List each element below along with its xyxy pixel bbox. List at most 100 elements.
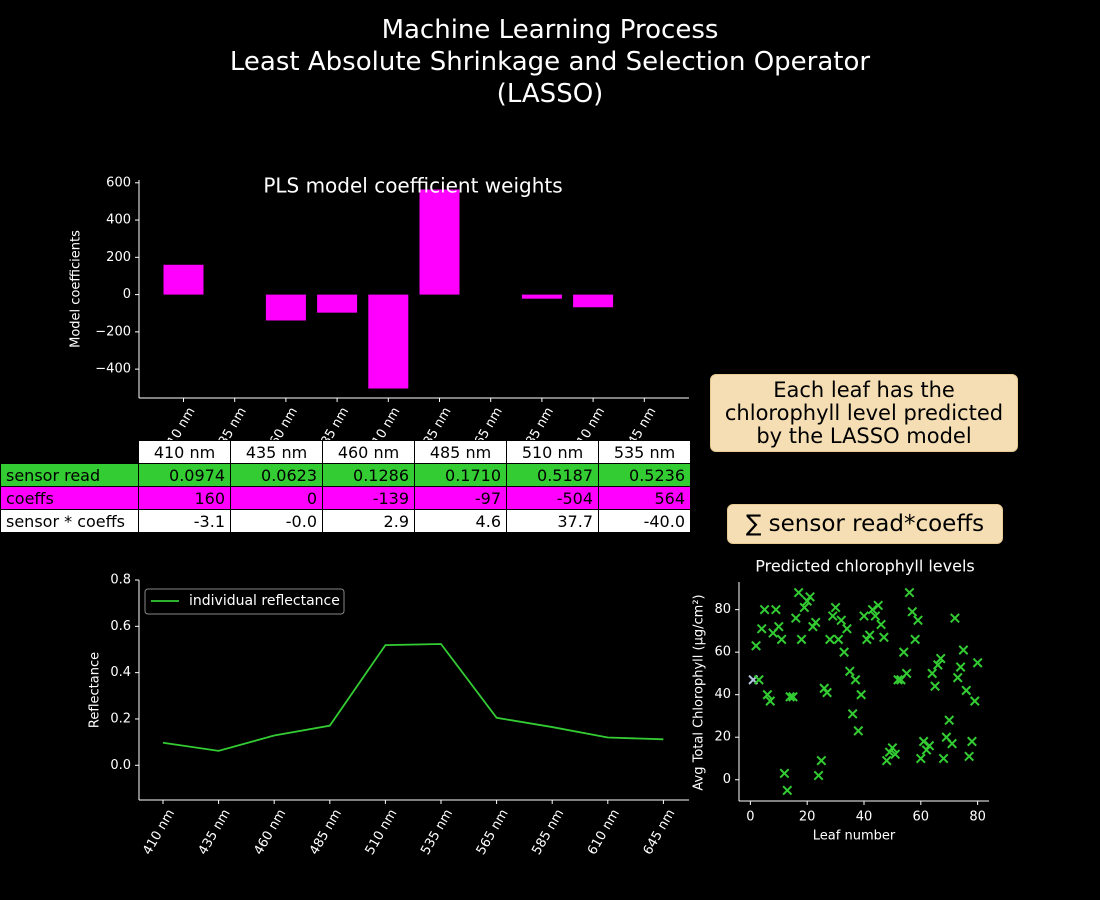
scatter-point: [961, 685, 972, 696]
bar-chart-title: PLS model coefficient weights: [263, 174, 562, 198]
info-line-1: Each leaf has the: [773, 378, 955, 402]
scatter-point: [967, 736, 977, 747]
scatter-point: [776, 634, 787, 645]
scatter-point: [765, 696, 776, 706]
bar: [265, 294, 306, 321]
scatter-point: [836, 615, 847, 626]
scatter-point: [873, 600, 884, 611]
scatter-point: [773, 621, 784, 632]
scatter-point: [853, 725, 864, 736]
scatter-point: [839, 647, 850, 658]
table-cell: -3.1: [138, 509, 231, 533]
bar-y-tick-label: 600: [106, 175, 131, 190]
scatter-point: [830, 602, 841, 613]
scatter-point: [859, 611, 869, 621]
table-cell: -40.0: [598, 509, 691, 533]
scatter-point: [864, 630, 875, 641]
line-x-tick-label: 435 nm: [196, 807, 234, 858]
line-x-tick-label: 410 nm: [140, 807, 178, 858]
scatter-point: [887, 742, 898, 753]
bar-y-axis-label: Model coefficients: [69, 230, 84, 348]
scatter-point: [825, 634, 835, 645]
line-x-tick-label: 565 nm: [474, 807, 512, 858]
line-y-tick-label: 0.8: [110, 573, 131, 588]
line-x-tick-label: 535 nm: [418, 807, 456, 858]
scatter-point: [947, 738, 957, 749]
scatter-point: [913, 615, 923, 626]
scatter-point: [878, 632, 889, 643]
table-cell: 0.1710: [414, 463, 507, 487]
scatter-point: [969, 696, 980, 706]
scatter-point: [785, 691, 796, 702]
scatter-point: [944, 715, 955, 726]
row-label: sensor * coeffs: [0, 509, 139, 533]
bar: [419, 189, 460, 295]
table-cell: 564: [598, 486, 691, 510]
scatter-point: [844, 666, 855, 677]
table-cell: 37.7: [506, 509, 599, 533]
table-cell: 0.0974: [138, 463, 231, 487]
bar: [521, 294, 562, 299]
scatter-point: [751, 640, 761, 651]
scatter-point: [898, 647, 909, 658]
reflectance-line: [162, 643, 664, 752]
scatter-point: [788, 691, 798, 702]
formula-box: ∑ sensor read*coeffs: [727, 504, 1003, 544]
scatter-point: [850, 674, 861, 685]
title-line-1: Machine Learning Process: [381, 15, 719, 45]
scatter-point: [904, 587, 915, 598]
scatter-point: [847, 708, 858, 719]
scatter-point: [935, 653, 946, 664]
scatter-point: [876, 619, 886, 630]
table-row-sensor-coeffs: sensor * coeffs -3.1 -0.0 2.9 4.6 37.7 -…: [0, 509, 691, 533]
line-x-tick-label: 485 nm: [307, 807, 345, 858]
table-header-cell: 460 nm: [322, 440, 415, 464]
table-header-cell: 435 nm: [230, 440, 323, 464]
scatter-point: [822, 687, 832, 698]
scatter-x-axis-label: Leaf number: [813, 829, 896, 844]
figure-title: Machine Learning Process Least Absolute …: [0, 14, 1100, 110]
table-cell: -0.0: [230, 509, 323, 533]
line-x-tick-label: 585 nm: [529, 807, 567, 858]
scatter-point: [915, 753, 926, 764]
table-cell: 0.0623: [230, 463, 323, 487]
bar: [573, 294, 614, 308]
table-cell: 2.9: [322, 509, 415, 533]
table-cell: 4.6: [414, 509, 507, 533]
line-y-tick-label: 0.2: [110, 711, 131, 726]
scatter-y-tick-label: 0: [723, 772, 731, 787]
scatter-point: [756, 623, 767, 634]
scatter-point: [964, 751, 975, 762]
bar-y-tick-label: 0: [123, 287, 131, 302]
table-cell: 0.1286: [322, 463, 415, 487]
scatter-x-tick-label: 0: [746, 810, 754, 825]
scatter-y-tick-label: 20: [714, 730, 731, 745]
info-line-2: chlorophyll level predicted: [724, 401, 1004, 425]
line-y-tick-label: 0.0: [110, 758, 131, 773]
table-header-row: 410 nm 435 nm 460 nm 485 nm 510 nm 535 n…: [0, 440, 691, 464]
scatter-point: [893, 674, 903, 685]
scatter-point: [779, 768, 790, 779]
info-line-3: by the LASSO model: [756, 424, 972, 448]
title-line-3: (LASSO): [496, 79, 604, 109]
scatter-point: [827, 611, 838, 621]
scatter-point: [771, 604, 781, 615]
scatter-y-tick-label: 40: [714, 687, 731, 702]
line-x-tick-label: 610 nm: [585, 807, 623, 858]
formula-text: ∑ sensor read*coeffs: [745, 511, 985, 537]
scatter-point: [918, 736, 929, 747]
scatter-point: [950, 613, 960, 624]
bar-y-tick-label: 400: [106, 213, 131, 228]
scatter-point: [870, 611, 881, 621]
scatter-y-tick-label: 80: [714, 602, 731, 617]
line-y-axis-label: Reflectance: [88, 652, 103, 728]
table-header-cell: 510 nm: [506, 440, 599, 464]
table-header-cell: 535 nm: [598, 440, 691, 464]
scatter-point: [890, 749, 901, 760]
scatter-point: [901, 668, 912, 679]
line-x-tick-label: 460 nm: [251, 807, 289, 858]
scatter-point: [796, 634, 807, 645]
scatter-chart-title: Predicted chlorophyll levels: [755, 557, 975, 576]
table-corner: [0, 440, 139, 464]
